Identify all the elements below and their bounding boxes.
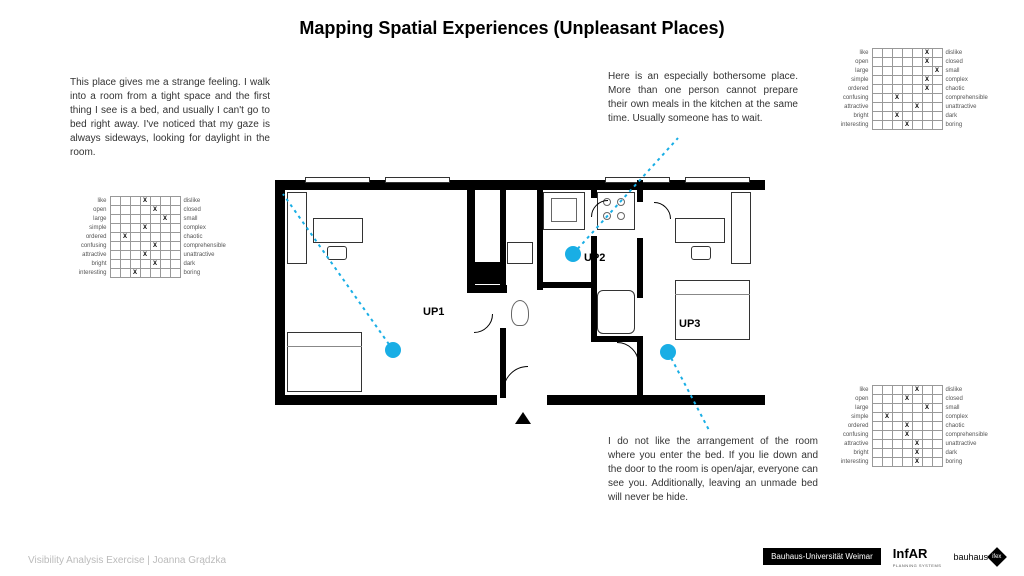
marker-up3-label: UP3 — [679, 318, 700, 330]
furniture-wardrobe-r — [731, 192, 751, 264]
footer-credit: Visibility Analysis Exercise | Joanna Gr… — [28, 555, 226, 566]
furniture-chair-l — [327, 246, 347, 260]
furniture-desk-r — [675, 218, 725, 243]
furniture-bed-l — [287, 332, 362, 392]
desc-up1: This place gives me a strange feeling. I… — [70, 76, 270, 160]
marker-up2 — [565, 246, 581, 262]
marker-up2-label: UP2 — [584, 252, 605, 264]
floor-plan: UP1 UP2 UP3 — [275, 180, 765, 405]
bath-tub — [597, 290, 635, 334]
bauhaus-badge: Bauhaus-Universität Weimar — [763, 548, 881, 565]
desc-up3: I do not like the arrangement of the roo… — [608, 435, 818, 505]
furniture-desk-l — [313, 218, 363, 243]
desc-up2: Here is an especially bothersome place. … — [608, 70, 798, 126]
rating-grid-up1: likeXdislikeopenXclosedlargeXsmallsimple… — [68, 196, 240, 278]
infar-logo: InfAR PLANNING SYSTEMS — [893, 545, 942, 568]
bauhaus-ifex-logo: bauhaus ifex — [953, 550, 1004, 564]
marker-up1-label: UP1 — [423, 306, 444, 318]
rating-grid-up3: likeXdislikeopenXclosedlargeXsmallsimple… — [830, 385, 1002, 467]
footer-logos: Bauhaus-Universität Weimar InfAR PLANNIN… — [763, 545, 1004, 568]
rating-grid-up2: likeXdislikeopenXclosedlargeXsmallsimple… — [830, 48, 1002, 130]
marker-up3 — [660, 344, 676, 360]
marker-up1 — [385, 342, 401, 358]
furniture-wardrobe-l — [287, 192, 307, 264]
furniture-bed-r — [675, 280, 750, 340]
entry-icon — [515, 412, 531, 424]
bath-basin — [507, 242, 533, 264]
furniture-chair-r — [691, 246, 711, 260]
page-title: Mapping Spatial Experiences (Unpleasant … — [0, 18, 1024, 39]
